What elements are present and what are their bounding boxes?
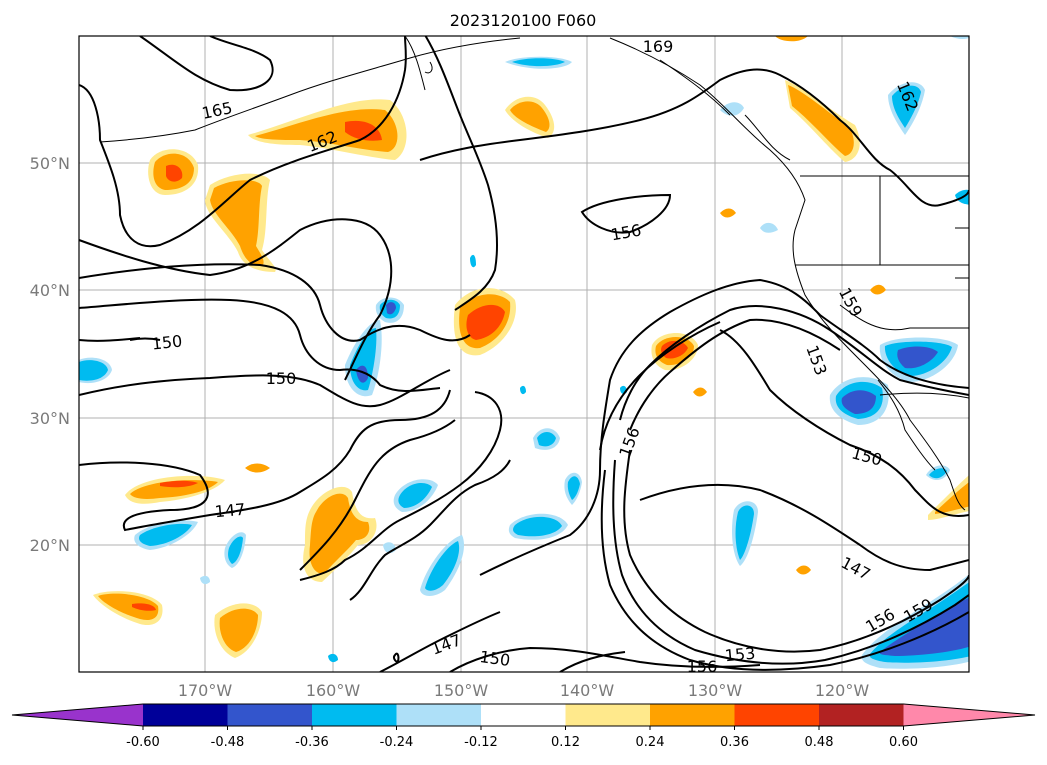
lon-label: 120°W [815, 681, 870, 700]
colorbar-bin [481, 704, 566, 726]
colorbar-bin [650, 704, 735, 726]
contour-label: 147 [838, 553, 874, 584]
colorbar-bin [143, 704, 228, 726]
lon-label: 150°W [434, 681, 489, 700]
map-frame [78, 35, 970, 673]
colorbar: -0.60 -0.48 -0.36 -0.24 -0.12 0.12 0.24 0.36 0.4… [11, 703, 1036, 750]
colorbar-tick-label: 0.60 [889, 735, 918, 750]
lat-label: 30°N [30, 409, 70, 428]
lat-label: 40°N [30, 281, 70, 300]
contour-label: 153 [802, 343, 830, 378]
contour-label: 150 [266, 369, 297, 388]
coastlines [99, 36, 969, 511]
colorbar-bin [819, 704, 904, 726]
map-area: 169 165 162 162 156 159 153 150 150 150 … [79, 36, 969, 676]
contour-label: 147 [429, 630, 464, 658]
colorbar-tick-label: -0.60 [126, 735, 160, 750]
colorbar-tick-label: 0.12 [551, 735, 580, 750]
contour-label: 156 [687, 657, 718, 676]
colorbar-tick-label: -0.48 [211, 735, 245, 750]
map-title: 2023120100 F060 [450, 11, 597, 30]
contour-label: 150 [850, 443, 884, 469]
latitude-labels: 50°N 40°N 30°N 20°N [30, 154, 70, 555]
colorbar-bin [312, 704, 397, 726]
colorbar-tick-label: 0.48 [805, 735, 834, 750]
colorbar-tick-label: -0.24 [380, 735, 414, 750]
contour-label: 156 [615, 425, 643, 460]
lon-label: 130°W [688, 681, 743, 700]
height-contours [79, 36, 969, 672]
colorbar-bin [396, 704, 482, 726]
contour-label: 153 [724, 644, 756, 666]
contour-label: 169 [643, 37, 674, 56]
contour-label: 150 [478, 647, 511, 670]
colorbar-tick-label: 0.24 [636, 735, 665, 750]
contour-label: 150 [151, 331, 183, 353]
colorbar-bin [565, 704, 651, 726]
colorbar-tick-label: -0.12 [464, 735, 498, 750]
lon-label: 160°W [306, 681, 361, 700]
colorbar-tick-label: -0.36 [295, 735, 329, 750]
lat-label: 50°N [30, 154, 70, 173]
colorbar-extend-low [12, 704, 143, 726]
colorbar-bin [734, 704, 820, 726]
lat-label: 20°N [30, 536, 70, 555]
longitude-labels: 170°W 160°W 150°W 140°W 130°W 120°W [178, 681, 870, 700]
positive-anomaly-fills [93, 36, 969, 658]
contour-label: 147 [214, 500, 246, 522]
colorbar-bin [227, 704, 313, 726]
contour-label: 156 [609, 220, 642, 244]
colorbar-extend-high [903, 704, 1035, 726]
lon-label: 140°W [560, 681, 615, 700]
lon-label: 170°W [178, 681, 233, 700]
colorbar-tick-label: 0.36 [720, 735, 749, 750]
